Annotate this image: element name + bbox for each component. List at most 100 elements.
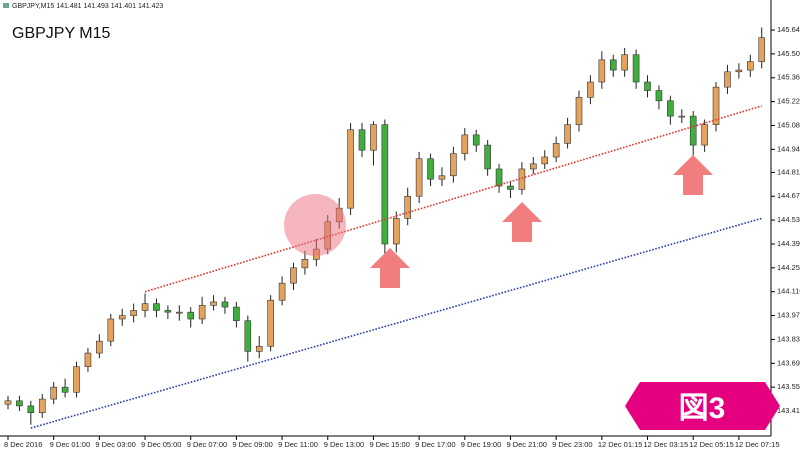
y-tick-label: 145.085 [777,120,800,129]
candle-body [507,185,514,190]
candle-body [735,69,743,73]
chart-title: GBPJPY M15 [12,25,111,42]
candle-body [38,398,46,414]
y-tick-label: 145.225 [777,97,800,106]
candle-body [632,54,640,83]
candle-body [370,124,377,151]
candle-body [84,352,92,368]
badge [625,382,780,430]
candle-body [381,124,389,245]
x-tick-label: 9 Dec 05:00 [141,440,181,449]
candle-body [472,134,480,146]
candle-body [233,306,240,321]
candle-body [347,129,354,209]
badge-text: 図3 [679,392,726,425]
candle-body [187,311,195,320]
candle-body [427,158,434,180]
candle-body [107,318,115,342]
x-tick-label: 9 Dec 19:00 [461,440,501,449]
candle-body [255,345,263,352]
candle-body [27,405,35,414]
arrow [370,248,410,288]
trendline [30,217,762,429]
candle-body [609,59,617,71]
plot: 145.645 145.505 145.365 145.225 145.085 144.9… [4,25,800,449]
candle-body [392,218,400,245]
candle-body [461,134,469,154]
candle-body [404,195,412,219]
candle-body [495,168,503,187]
candle-body [221,301,229,308]
candle-body [61,386,69,393]
candle-body [552,143,560,158]
y-tick-label: 143.970 [777,311,800,320]
candle-body [689,115,697,146]
candle-body [290,267,297,284]
candle-body [724,71,731,88]
candle-body [278,282,286,301]
candle-body [667,100,674,117]
x-tick-label: 12 Dec 01:15 [598,440,643,449]
candle-body [244,320,252,352]
y-tick-label: 144.110 [777,287,800,296]
x-tick-label: 12 Dec 07:15 [735,440,780,449]
candle-body [198,305,206,320]
candle-body [415,158,423,197]
y-tick-label: 144.670 [777,191,800,200]
x-tick-label: 9 Dec 23:00 [552,440,592,449]
candle-body [587,81,594,98]
y-tick-label: 145.365 [777,73,800,82]
header-icon [3,3,9,8]
candle-body [301,259,309,269]
candle-body [758,37,766,62]
candle-body [644,81,651,91]
candle-body [16,400,23,407]
y-tick-label: 144.530 [777,215,800,224]
candle-body [153,303,160,311]
candle-body [701,124,708,146]
candle-body [598,59,606,83]
candle-body [267,299,274,347]
y-tick-label: 145.505 [777,49,800,58]
candle-body [564,124,571,144]
candle-body [358,129,366,151]
candle-body [484,144,491,170]
candle-body [655,90,663,102]
x-tick-label: 9 Dec 13:00 [324,440,364,449]
candle-body [678,115,686,118]
y-tick-label: 144.390 [777,239,800,248]
x-tick-label: 12 Dec 05:15 [689,440,734,449]
candle-body [176,311,183,314]
candle-body [621,54,628,71]
candle-body [50,386,57,400]
candle-body [575,97,583,125]
y-tick-label: 144.945 [777,144,800,153]
y-tick-label: 143.830 [777,334,800,343]
candle-body [118,315,126,320]
candle-body [450,153,457,177]
candle-body [96,340,103,354]
y-tick-label: 144.250 [777,263,800,272]
y-tick-label: 143.550 [777,382,800,391]
x-tick-label: 9 Dec 17:00 [415,440,455,449]
candle-body [210,301,217,306]
arrow [502,202,542,242]
candle-body [438,175,446,180]
candle-body [164,310,172,313]
x-tick-label: 9 Dec 07:00 [187,440,227,449]
candle-body [130,310,137,316]
x-tick-label: 9 Dec 11:00 [278,440,318,449]
candle-body [746,61,754,71]
y-tick-label: 143.690 [777,358,800,367]
candle-body [4,400,12,405]
x-tick-label: 8 Dec 2016 [4,440,42,449]
header: GBPJPY,M15 141.481 141.493 141.401 141.4… [12,3,163,10]
arrow [673,155,713,195]
y-tick-label: 143.410 [777,406,800,415]
highlight-circle [284,194,346,256]
x-tick-label: 9 Dec 21:00 [506,440,546,449]
x-tick-label: 9 Dec 03:00 [95,440,135,449]
